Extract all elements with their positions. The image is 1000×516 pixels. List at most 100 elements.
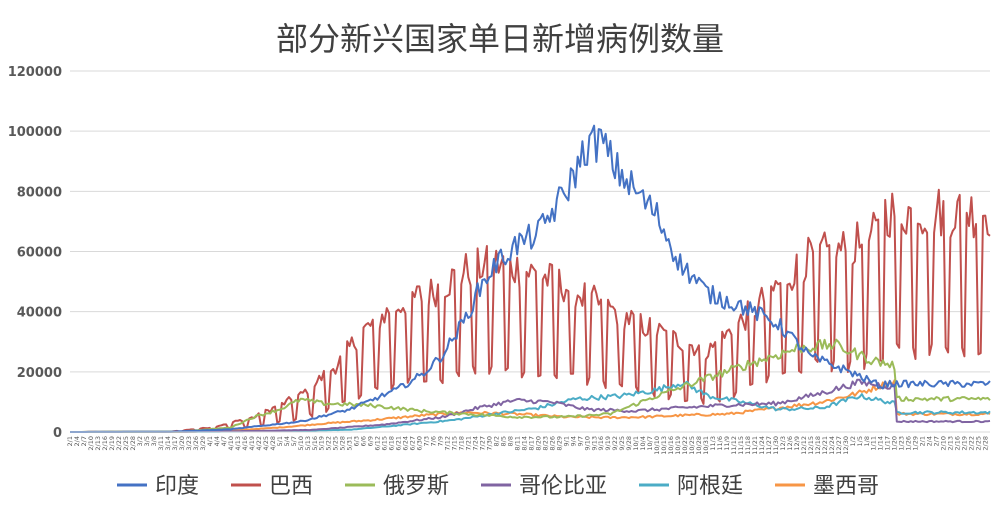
x-tick-label: 2/4 xyxy=(73,436,81,446)
x-tick-label: 7/12 xyxy=(444,436,452,451)
x-tick-label: 11/21 xyxy=(751,436,759,455)
x-tick-label: 8/17 xyxy=(527,436,535,451)
x-tick-label: 2/22 xyxy=(968,436,976,451)
x-tick-label: 2/28 xyxy=(129,436,137,451)
legend-item[interactable]: 俄罗斯 xyxy=(345,474,449,499)
x-tick-label: 7/24 xyxy=(472,436,480,451)
x-tick-label: 10/4 xyxy=(639,436,647,451)
x-tick-label: 7/3 xyxy=(423,436,431,446)
x-tick-label: 11/30 xyxy=(772,436,780,455)
x-tick-label: 5/19 xyxy=(318,436,326,451)
legend-item[interactable]: 哥伦比亚 xyxy=(481,474,607,499)
x-tick-label: 11/9 xyxy=(723,436,731,451)
x-tick-label: 4/4 xyxy=(213,436,221,446)
x-tick-label: 12/30 xyxy=(842,436,850,455)
gridlines xyxy=(70,70,990,373)
x-tick-label: 4/10 xyxy=(227,436,235,451)
x-tick-label: 12/21 xyxy=(821,436,829,455)
legend-label: 巴西 xyxy=(269,474,313,499)
legend-label: 印度 xyxy=(155,474,199,499)
series-lines xyxy=(70,124,991,433)
legend-item[interactable]: 阿根廷 xyxy=(639,474,743,499)
series-line xyxy=(70,338,991,433)
x-tick-label: 10/22 xyxy=(681,436,689,455)
legend-item[interactable]: 巴西 xyxy=(231,474,313,499)
x-tick-label: 9/10 xyxy=(583,436,591,451)
x-tick-label: 2/13 xyxy=(947,436,955,451)
x-tick-label: 10/1 xyxy=(632,436,640,451)
x-tick-label: 4/22 xyxy=(255,436,263,451)
legend-item[interactable]: 印度 xyxy=(117,474,199,499)
x-tick-label: 10/7 xyxy=(646,436,654,451)
x-tick-label: 12/12 xyxy=(800,436,808,455)
y-tick-label: 100000 xyxy=(8,125,62,140)
x-tick-label: 12/3 xyxy=(779,436,787,451)
x-tick-label: 3/17 xyxy=(171,436,179,451)
x-tick-label: 11/18 xyxy=(744,436,752,455)
x-tick-label: 6/30 xyxy=(416,436,424,451)
x-tick-label: 6/3 xyxy=(353,436,361,446)
x-tick-label: 3/8 xyxy=(150,436,158,446)
x-tick-label: 2/13 xyxy=(94,436,102,451)
x-tick-label: 5/31 xyxy=(346,436,354,451)
series-line xyxy=(70,188,991,433)
x-tick-label: 4/13 xyxy=(234,436,242,451)
x-tick-label: 10/28 xyxy=(695,436,703,455)
x-tick-label: 8/29 xyxy=(555,436,563,451)
x-axis-ticks: 2/1 2/4 2/7 2/102/13 2/16 2/19 2/22 2/25 2/28 3/2… xyxy=(66,436,989,455)
x-tick-label: 6/9 xyxy=(367,436,375,446)
x-tick-label: 5/1 xyxy=(276,436,284,446)
x-tick-label: 7/21 xyxy=(465,436,473,451)
x-tick-label: 7/15 xyxy=(451,436,459,451)
x-tick-label: 2/1 xyxy=(919,436,927,446)
y-tick-label: 0 xyxy=(53,426,62,441)
x-tick-label: 3/5 xyxy=(143,436,151,446)
x-tick-label: 6/12 xyxy=(374,436,382,451)
x-tick-label: 3/29 xyxy=(199,436,207,451)
legend[interactable]: 印度 巴西 俄罗斯 哥伦比亚 阿根廷 墨西哥 xyxy=(117,474,879,499)
x-tick-label: 2/4 xyxy=(926,436,934,446)
x-tick-label: 6/21 xyxy=(395,436,403,451)
x-tick-label: 7/9 xyxy=(437,436,445,446)
x-tick-label: 8/14 xyxy=(520,436,528,451)
x-tick-label: 1/14 xyxy=(877,436,885,451)
x-tick-label: 1/11 xyxy=(870,436,878,451)
legend-item[interactable]: 墨西哥 xyxy=(775,474,879,499)
x-tick-label: 6/6 xyxy=(360,436,368,446)
x-tick-label: 11/15 xyxy=(737,436,745,455)
x-tick-label: 2/7 xyxy=(80,436,88,446)
x-tick-label: 6/15 xyxy=(381,436,389,451)
x-tick-label: 5/25 xyxy=(332,436,340,451)
x-tick-label: 9/16 xyxy=(597,436,605,451)
x-tick-label: 8/8 xyxy=(506,436,514,446)
y-tick-label: 60000 xyxy=(17,246,62,261)
x-tick-label: 2/16 xyxy=(954,436,962,451)
x-tick-label: 9/1 xyxy=(562,436,570,446)
x-tick-label: 2/10 xyxy=(87,436,95,451)
x-tick-label: 1/26 xyxy=(905,436,913,451)
y-tick-label: 20000 xyxy=(17,366,62,381)
x-tick-label: 1/20 xyxy=(891,436,899,451)
x-tick-label: 10/19 xyxy=(674,436,682,455)
x-tick-label: 6/24 xyxy=(402,436,410,451)
x-tick-label: 3/2 xyxy=(136,436,144,446)
x-tick-label: 1/5 xyxy=(856,436,864,446)
x-tick-label: 5/16 xyxy=(311,436,319,451)
x-tick-label: 1/8 xyxy=(863,436,871,446)
x-tick-label: 9/28 xyxy=(625,436,633,451)
x-tick-label: 9/19 xyxy=(604,436,612,451)
x-tick-label: 11/12 xyxy=(730,436,738,455)
x-tick-label: 8/26 xyxy=(548,436,556,451)
x-tick-label: 12/15 xyxy=(807,436,815,455)
y-tick-label: 80000 xyxy=(17,185,62,200)
legend-label: 俄罗斯 xyxy=(383,474,449,499)
x-tick-label: 4/28 xyxy=(269,436,277,451)
x-tick-label: 10/13 xyxy=(660,436,668,455)
x-tick-label: 6/18 xyxy=(388,436,396,451)
series-line xyxy=(70,380,991,433)
x-tick-label: 11/24 xyxy=(758,436,766,455)
x-tick-label: 8/23 xyxy=(541,436,549,451)
x-tick-label: 5/10 xyxy=(297,436,305,451)
legend-label: 阿根廷 xyxy=(677,474,743,499)
